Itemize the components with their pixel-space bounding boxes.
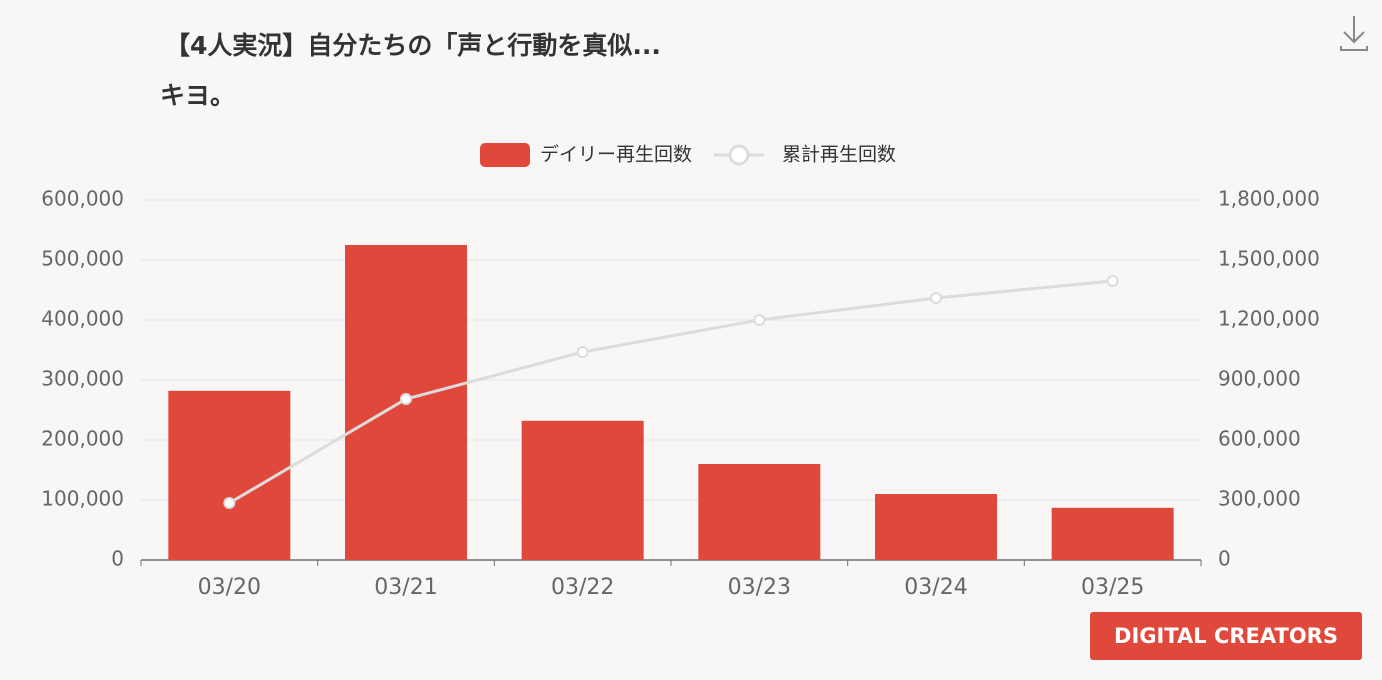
legend-label: デイリー再生回数 <box>540 144 692 166</box>
download-icon[interactable] <box>1340 16 1368 51</box>
branding-badge <box>1090 612 1362 660</box>
chart-subtitle: キヨ。 <box>160 81 235 110</box>
branding: DIGITAL CREATORS <box>1090 612 1362 660</box>
legend-swatch <box>480 143 530 167</box>
x-tick-label: 03/23 <box>728 575 791 600</box>
legend-swatch <box>728 144 750 166</box>
x-tick-label: 03/22 <box>551 575 614 600</box>
y-tick-label: 0 <box>111 547 124 571</box>
bar <box>168 390 291 560</box>
y-tick-label: 300,000 <box>1218 487 1301 511</box>
download-button[interactable] <box>1340 16 1368 51</box>
line-point <box>753 314 766 326</box>
line <box>228 279 1113 505</box>
y-tick-label: 600,000 <box>41 187 124 211</box>
y-tick-label: 1,800,000 <box>1218 187 1320 211</box>
x-tick-label: 03/20 <box>198 575 261 600</box>
x-tick-label: 03/25 <box>1081 575 1144 600</box>
line-point <box>576 346 589 358</box>
line-point <box>1106 275 1119 287</box>
bar <box>521 420 644 560</box>
x-tick-label: 03/24 <box>904 575 967 600</box>
y-tick-label: 0 <box>1218 547 1231 571</box>
bar <box>1051 507 1174 560</box>
line-point <box>930 292 942 304</box>
line-point <box>223 497 236 509</box>
y-tick-label: 1,200,000 <box>1218 307 1320 331</box>
bar <box>875 494 997 560</box>
legend-label: 累計再生回数 <box>782 144 896 166</box>
y-tick-label: 900,000 <box>1218 367 1301 391</box>
y-tick-label: 600,000 <box>1218 427 1301 451</box>
y-tick-label: 500,000 <box>41 247 124 271</box>
branding-text: DIGITAL CREATORS <box>1114 624 1338 648</box>
y-tick-label: 200,000 <box>41 427 124 451</box>
y-tick-label: 300,000 <box>41 367 124 391</box>
y-tick-label: 100,000 <box>41 487 124 511</box>
bar <box>698 464 821 560</box>
line-point <box>400 393 412 405</box>
y-tick-label: 400,000 <box>41 307 124 331</box>
y-tick-label: 1,500,000 <box>1218 247 1320 271</box>
x-tick-label: 03/21 <box>374 575 437 600</box>
chart-title: 【4人実況】自分たちの「声と行動を真似... <box>165 31 661 60</box>
